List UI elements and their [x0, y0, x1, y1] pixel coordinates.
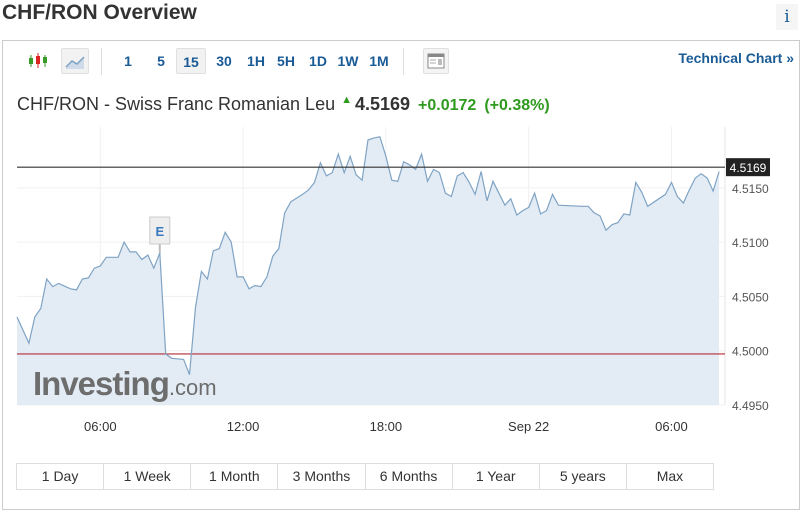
- technical-chart-link[interactable]: Technical Chart »: [678, 50, 794, 66]
- line-chart-icon[interactable]: [61, 48, 89, 74]
- table-icon[interactable]: [423, 48, 449, 74]
- interval-1h[interactable]: 1H: [241, 48, 271, 74]
- range-max[interactable]: Max: [627, 464, 713, 489]
- range-1-week[interactable]: 1 Week: [104, 464, 191, 489]
- time-range-selector: 1 Day 1 Week 1 Month 3 Months 6 Months 1…: [16, 463, 714, 490]
- interval-1d[interactable]: 1D: [303, 48, 333, 74]
- interval-5[interactable]: 5: [148, 48, 174, 74]
- divider: [403, 48, 404, 75]
- interval-1m[interactable]: 1M: [364, 48, 394, 74]
- price-change: +0.0172: [418, 97, 476, 114]
- instrument-name: CHF/RON - Swiss Franc Romanian Leu: [17, 94, 335, 114]
- range-6-months[interactable]: 6 Months: [366, 464, 453, 489]
- range-5-years[interactable]: 5 years: [540, 464, 627, 489]
- range-1-day[interactable]: 1 Day: [17, 464, 104, 489]
- range-1-month[interactable]: 1 Month: [191, 464, 278, 489]
- interval-15[interactable]: 15: [176, 48, 206, 74]
- quote-header: CHF/RON - Swiss Franc Romanian Leu ▲4.516…: [17, 94, 550, 115]
- range-3-months[interactable]: 3 Months: [278, 464, 365, 489]
- range-1-year[interactable]: 1 Year: [453, 464, 540, 489]
- interval-30[interactable]: 30: [209, 48, 239, 74]
- divider: [101, 48, 102, 75]
- candlestick-icon[interactable]: [25, 48, 51, 74]
- up-arrow-icon: ▲: [341, 94, 352, 106]
- interval-1w[interactable]: 1W: [333, 48, 363, 74]
- interval-5h[interactable]: 5H: [271, 48, 301, 74]
- interval-1[interactable]: 1: [115, 48, 141, 74]
- last-price: 4.5169: [355, 94, 410, 114]
- price-change-percent: (+0.38%): [484, 97, 549, 114]
